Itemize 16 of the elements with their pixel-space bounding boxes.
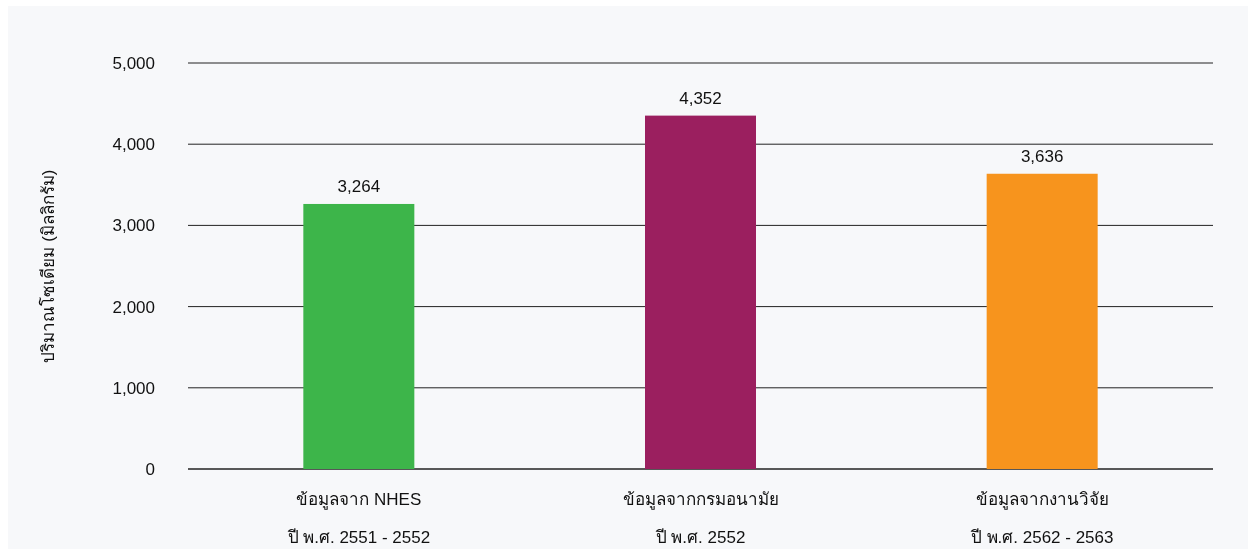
y-tick-label: 4,000 xyxy=(112,135,155,155)
x-tick-label: ข้อมูลจากงานวิจัย ปี พ.ศ. 2562 - 2563 xyxy=(969,490,1114,547)
x-tick-label: ข้อมูลจากกรมอนามัย ปี พ.ศ. 2552 xyxy=(622,490,779,547)
bar xyxy=(645,115,756,469)
bar xyxy=(986,173,1098,469)
y-tick-label: 3,000 xyxy=(112,216,155,236)
bar xyxy=(303,203,415,469)
y-axis-title: ปริมาณโซเดียม (มิลลิกรัม) xyxy=(38,169,58,363)
data-label: 3,264 xyxy=(337,176,381,196)
data-label: 3,636 xyxy=(1020,146,1064,166)
x-tick-label: ข้อมูลจาก NHES ปี พ.ศ. 2551 - 2552 xyxy=(286,490,431,547)
y-tick-label: 1,000 xyxy=(112,378,155,398)
y-tick-label: 2,000 xyxy=(112,297,155,317)
y-tick-label: 0 xyxy=(145,460,155,479)
data-label: 4,352 xyxy=(679,88,722,108)
y-tick-label: 5,000 xyxy=(112,54,155,73)
